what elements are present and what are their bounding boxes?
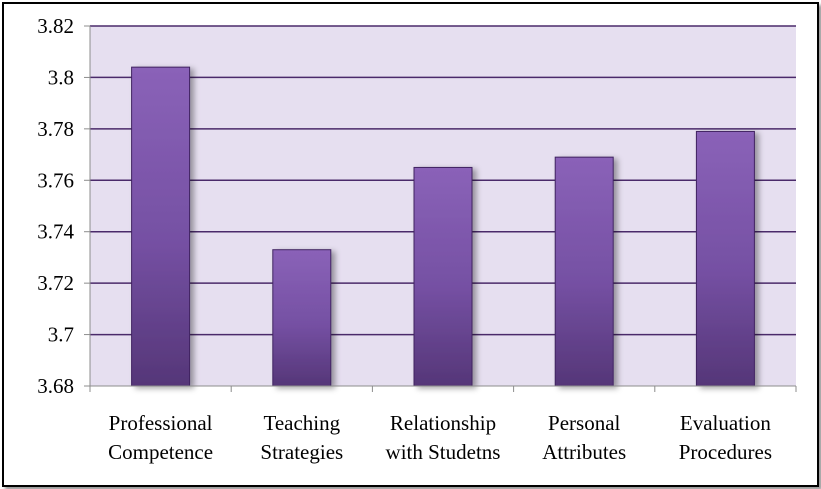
x-category-label: Evaluation Procedures — [679, 411, 772, 464]
y-tick-label: 3.82 — [37, 14, 74, 38]
y-tick-label: 3.7 — [48, 323, 74, 347]
bar — [413, 166, 473, 387]
y-tick-label: 3.68 — [37, 374, 74, 398]
bar — [554, 156, 614, 387]
y-tick-label: 3.8 — [48, 65, 74, 89]
y-tick-label: 3.74 — [37, 220, 74, 244]
y-tick-label: 3.76 — [37, 168, 74, 192]
x-category-label: Teaching Strategies — [260, 411, 343, 464]
bar — [695, 130, 755, 387]
y-tick-label: 3.78 — [37, 117, 74, 141]
x-category-label: Relationship with Studetns — [386, 411, 501, 464]
bar — [272, 249, 332, 387]
x-category-label: Professional Competence — [108, 411, 213, 464]
x-category-label: Personal Attributes — [542, 411, 626, 464]
bar — [131, 66, 191, 387]
y-tick-label: 3.72 — [37, 271, 74, 295]
